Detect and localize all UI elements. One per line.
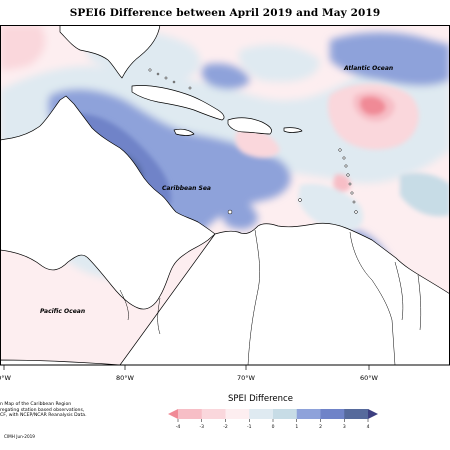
colorbar-tick-label: -2	[223, 424, 228, 430]
land-masses	[0, 25, 450, 365]
puerto-rico-island	[283, 127, 303, 133]
credit-line: regating station based observations,	[0, 407, 85, 413]
lon-label-70: 70°W	[237, 374, 256, 382]
colorbar-tick-label: 0	[272, 424, 275, 430]
lon-label-80: 80°W	[116, 374, 135, 382]
cuba-island	[131, 85, 225, 121]
colorbar-tick-label: -1	[247, 424, 252, 430]
page-title: SPEI6 Difference between April 2019 and …	[69, 7, 381, 19]
small-islands	[148, 68, 358, 215]
colorbar-tick-label: 2	[319, 424, 322, 430]
credit-note: n Map of the Caribbean Region regating s…	[0, 402, 120, 419]
jamaica-island	[173, 128, 195, 136]
colorbar-segment	[320, 409, 345, 419]
colorbar-segment	[344, 409, 369, 419]
north-america-land	[59, 25, 161, 79]
colorbar-tick-label: -3	[200, 424, 205, 430]
spei-field	[0, 25, 450, 365]
colorbar-extend-high	[368, 409, 378, 419]
colorbar-segment	[249, 409, 274, 419]
colorbar-segment	[201, 409, 226, 419]
atlantic-ocean-label: Atlantic Ocean	[343, 65, 393, 72]
colorbar-tick-label: 3	[343, 424, 346, 430]
colorbar-tick-label: 4	[367, 424, 370, 430]
colorbar-segment	[225, 409, 250, 419]
lon-label-0: 0°W	[0, 374, 11, 382]
issue-stamp: CIMH Jun-2019	[4, 434, 35, 439]
colorbar-tick-label: -4	[176, 424, 181, 430]
country-borders	[119, 229, 422, 365]
colorbar-segment	[178, 409, 203, 419]
lon-label-60: 60°W	[360, 374, 379, 382]
colorbar-segment	[296, 409, 321, 419]
legend-title: SPEI Difference	[228, 394, 293, 404]
hispaniola-island	[227, 117, 272, 135]
legend-colorbar: -4 -3 -2 -1 0 1 2 3 4	[168, 409, 378, 430]
longitude-axis: 0°W 80°W 70°W 60°W	[0, 365, 379, 382]
pacific-ocean-label: Pacific Ocean	[40, 308, 85, 315]
colorbar-tick-label: 1	[295, 424, 298, 430]
colorbar-extend-low	[168, 409, 178, 419]
credit-line: n Map of the Caribbean Region	[0, 402, 72, 407]
colorbar-segment	[273, 409, 298, 419]
caribbean-sea-label: Caribbean Sea	[162, 185, 211, 192]
credit-line: CF, with NCEP/NCAR Reanalysis Data.	[0, 413, 87, 419]
